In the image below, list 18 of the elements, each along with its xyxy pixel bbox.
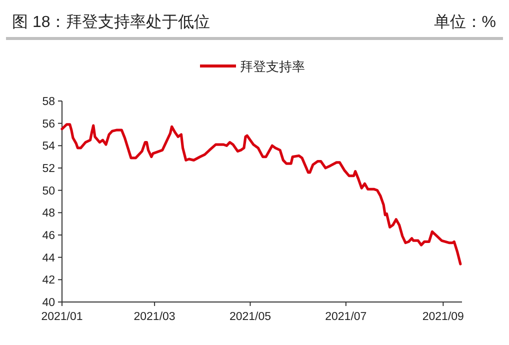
ytick: 50 [42, 185, 55, 198]
ytick: 44 [42, 252, 55, 264]
ytick: 54 [42, 140, 55, 153]
ytick: 52 [42, 163, 55, 175]
annotation: 单位：% [434, 14, 496, 31]
xtick: 2021/05 [229, 311, 272, 323]
ytick: 42 [42, 274, 55, 287]
ytick: 46 [42, 230, 55, 242]
ytick: 40 [42, 297, 55, 309]
xtick: 2021/09 [422, 311, 464, 323]
ytick: 56 [42, 118, 55, 130]
xtick: 2021/03 [134, 311, 176, 323]
title: 图 18：拜登支持率处于低位 [12, 14, 210, 31]
legend-label: 拜登支持率 [240, 59, 305, 74]
ytick: 48 [42, 208, 55, 220]
xtick: 2021/07 [325, 311, 367, 323]
ytick: 58 [42, 96, 55, 108]
xtick: 2021/01 [41, 311, 83, 323]
